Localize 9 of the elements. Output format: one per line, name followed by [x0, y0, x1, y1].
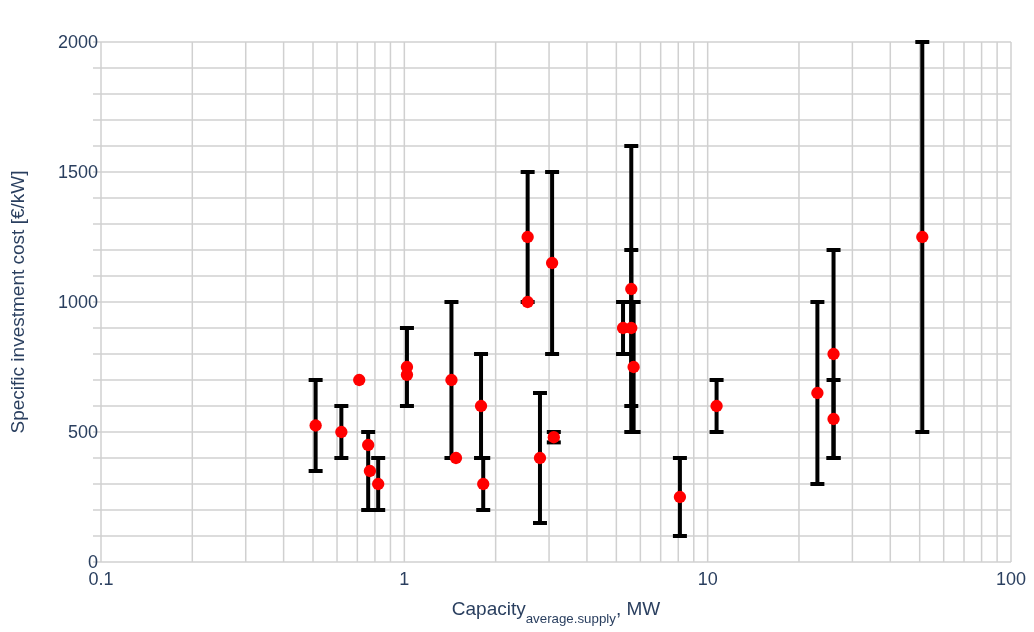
x-tick-label: 1	[399, 569, 410, 589]
x-tick-label: 100	[995, 569, 1027, 589]
y-tick-label: 2000	[57, 32, 98, 53]
y-axis-title: Specific investment cost [€/kW]	[7, 170, 28, 434]
y-tick-label: 500	[67, 422, 98, 443]
x-axis-title: Capacity$_{average.supply}$, MW	[451, 598, 661, 626]
x-tick-label: 10	[697, 569, 718, 589]
y-tick-label: 1500	[57, 162, 98, 183]
y-tick-label: 1000	[57, 292, 98, 313]
